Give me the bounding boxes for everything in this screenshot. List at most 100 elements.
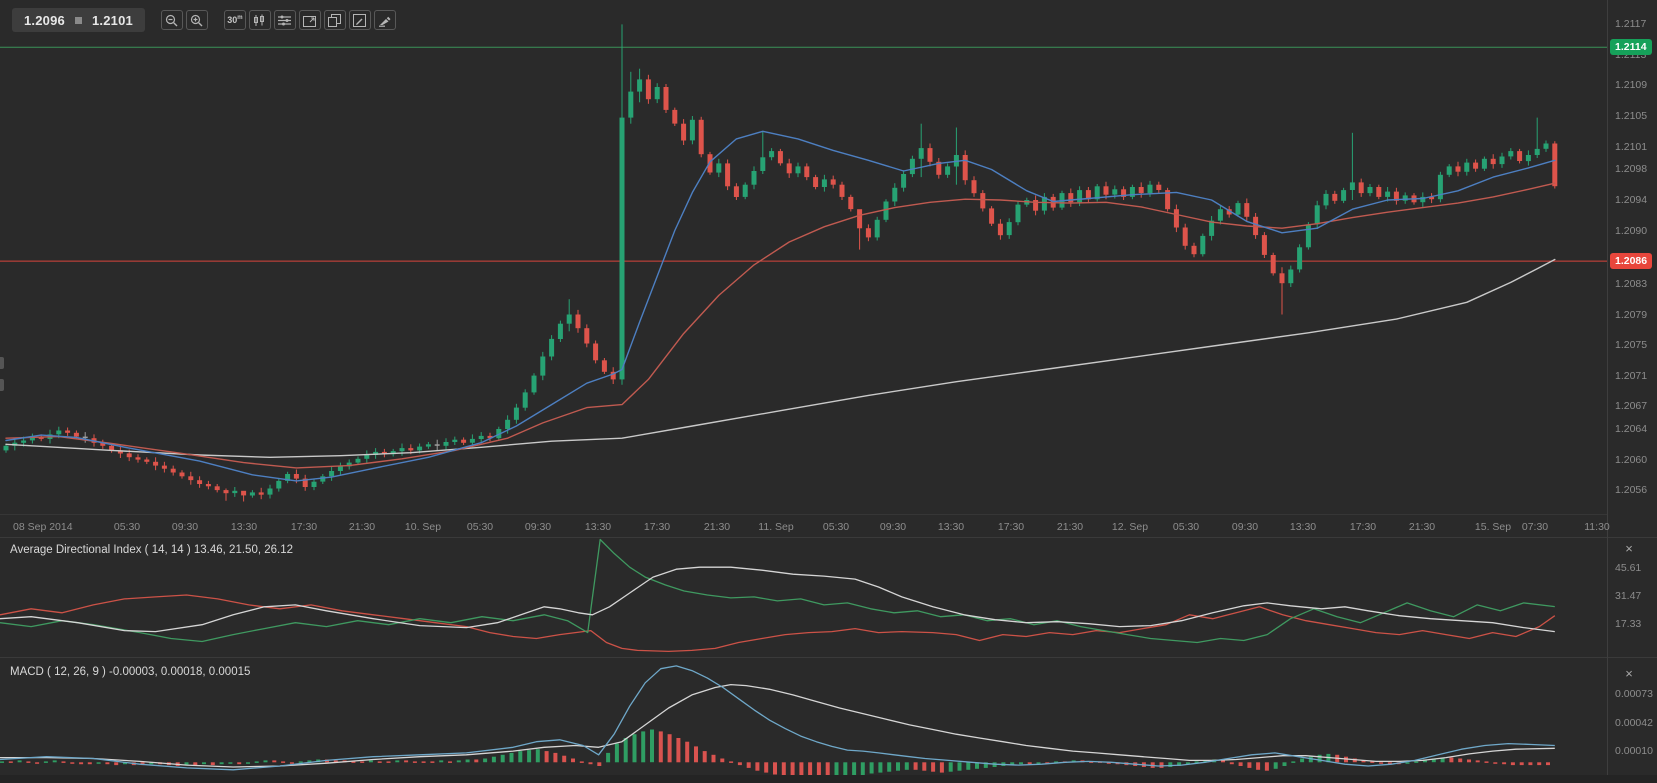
macd-histogram-bar [289, 762, 294, 764]
panel-separator[interactable] [0, 657, 1657, 658]
left-panel-handle[interactable] [0, 379, 4, 391]
ma-fast-blue [5, 130, 1556, 482]
candle-body [267, 488, 273, 495]
zoom-in-button[interactable] [185, 10, 208, 30]
macd-histogram-bar [448, 761, 452, 763]
ask-price: 1.2101 [91, 12, 133, 28]
quote-box[interactable]: 1.2096 1.2101 [12, 8, 145, 32]
macd-histogram-bar [368, 760, 373, 763]
candle-body [311, 481, 317, 487]
candle-body [1297, 247, 1303, 270]
price-axis[interactable]: 1.2117 1.2113 1.2109 1.2105 1.2101 1.2098 1.20… [1607, 0, 1657, 783]
candle-body [707, 154, 713, 173]
zoom-button-group [160, 10, 208, 30]
candle-body [980, 193, 986, 209]
macd-histogram-bar [843, 762, 848, 775]
timeframe-button[interactable]: 30m [223, 10, 246, 30]
price-axis-label: 1.2060 [1615, 454, 1648, 466]
main-price-chart[interactable] [0, 0, 1607, 514]
candle-body [1147, 184, 1153, 194]
macd-histogram-bar [377, 761, 382, 763]
macd-histogram-bar [1221, 759, 1225, 763]
macd-panel-title: MACD ( 12, 26, 9 ) -0.00003, 0.00018, 0.… [10, 666, 251, 678]
macd-histogram-bar [1300, 758, 1305, 763]
macd-histogram-bar [351, 761, 356, 763]
expand-chart-button[interactable] [298, 10, 321, 30]
indicator-settings-button[interactable] [273, 10, 296, 30]
candle-body [769, 151, 775, 158]
macd-histogram-bar [509, 752, 514, 763]
adx-close-button[interactable]: × [1625, 541, 1633, 556]
time-axis-label: 21:30 [1408, 521, 1436, 533]
macd-histogram-bar [755, 762, 760, 771]
macd-histogram-bar [465, 759, 470, 763]
macd-axis-label: 0.00042 [1615, 717, 1653, 729]
macd-histogram-bar [983, 762, 988, 768]
macd-histogram-bar [553, 752, 558, 763]
macd-histogram-bar [1194, 761, 1199, 763]
candle-body [399, 448, 405, 452]
lower-marker-badge[interactable]: 1.2086 [1610, 253, 1653, 269]
candle-body [681, 123, 687, 141]
adx-series-ADX [0, 566, 1555, 633]
price-axis-label: 1.2083 [1615, 278, 1648, 290]
time-axis-label: 10. Sep [404, 521, 442, 533]
candle-body [135, 457, 141, 460]
macd-histogram-bar [17, 760, 22, 763]
candle-body [663, 87, 669, 110]
macd-histogram-bar [1528, 762, 1533, 766]
candle-body [1323, 193, 1329, 206]
candle-body [1068, 193, 1074, 203]
ma-slow-white [5, 258, 1556, 458]
candle-body [1261, 235, 1267, 255]
candle-body [892, 187, 898, 202]
candle-body [1200, 235, 1206, 255]
macd-histogram-bar [1546, 762, 1550, 766]
price-axis-label: 1.2075 [1615, 339, 1648, 351]
candle-body [1077, 190, 1083, 203]
macd-close-button[interactable]: × [1625, 666, 1633, 681]
candle-body [100, 442, 106, 446]
candle-body [1033, 200, 1039, 211]
macd-histogram-bar [614, 743, 619, 763]
macd-histogram-bar [1405, 762, 1410, 764]
adx-indicator-panel[interactable] [0, 538, 1607, 656]
time-axis[interactable] [0, 514, 1607, 538]
candle-body [153, 461, 159, 466]
draw-marker-button[interactable] [373, 10, 396, 30]
macd-histogram-bar [667, 734, 672, 763]
edit-note-button[interactable] [348, 10, 371, 30]
candle-body [249, 492, 255, 496]
panel-separator[interactable] [0, 537, 1657, 538]
zoom-out-button[interactable] [160, 10, 183, 30]
candle-body [1235, 203, 1241, 215]
macd-histogram-bar [1440, 757, 1445, 763]
candle-body [293, 474, 299, 479]
candle-body [329, 471, 335, 477]
macd-histogram-bar [1519, 762, 1524, 766]
macd-histogram-bar [913, 762, 918, 770]
candle-body [531, 375, 537, 393]
candle-body [1103, 186, 1109, 195]
chart-type-button[interactable] [248, 10, 271, 30]
time-axis-label: 07:30 [1521, 521, 1549, 533]
price-axis-label: 1.2064 [1615, 423, 1648, 435]
duplicate-chart-button[interactable] [323, 10, 346, 30]
candle-body [73, 432, 79, 437]
candle-body [1288, 269, 1294, 284]
macd-histogram-bar [535, 749, 540, 763]
macd-histogram-bar [1168, 762, 1173, 767]
macd-histogram-bar [1414, 761, 1419, 763]
macd-histogram-bar [1370, 761, 1375, 763]
macd-indicator-panel[interactable] [0, 658, 1607, 775]
macd-histogram-bar [395, 760, 400, 763]
macd-histogram-bar [1467, 759, 1471, 763]
upper-marker-badge[interactable]: 1.2114 [1610, 39, 1652, 55]
left-panel-handle[interactable] [0, 357, 4, 369]
macd-histogram-bar [1510, 762, 1515, 766]
adx-series--DI [0, 594, 1556, 653]
macd-histogram-bar [799, 762, 804, 775]
candle-body [1270, 255, 1276, 274]
candle-body [461, 439, 467, 443]
macd-histogram-bar [263, 760, 268, 763]
